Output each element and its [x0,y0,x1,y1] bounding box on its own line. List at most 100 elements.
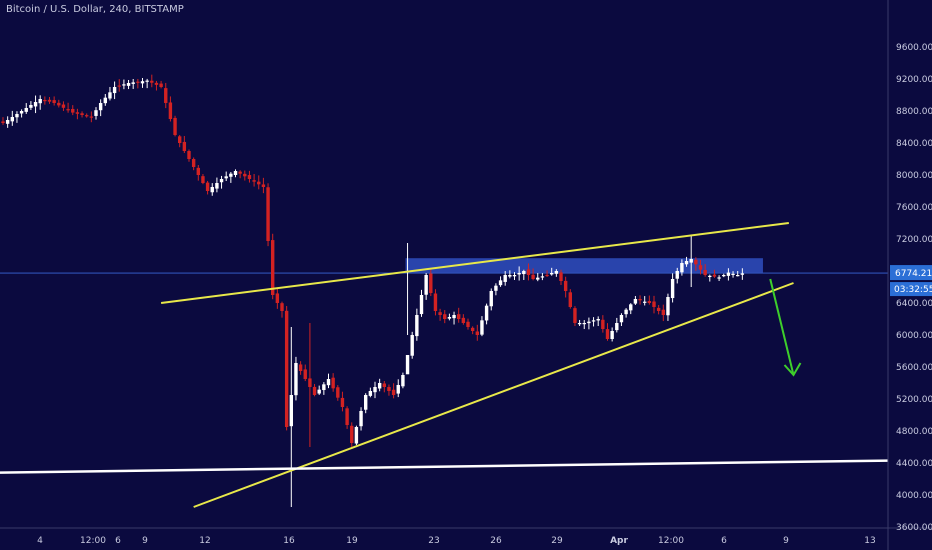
candle-body [629,304,633,311]
candle-body [675,271,679,279]
candle-body [624,309,628,315]
candle-body [494,285,498,291]
candle-body [382,383,386,387]
time-tick-label: 9 [142,536,148,546]
candle-body [140,81,145,84]
projection-arrow [769,278,795,376]
candle-body [19,111,24,114]
candle-body [108,92,112,99]
candle-body [498,280,503,286]
candle-body [368,391,373,396]
candle-body [159,83,163,87]
candle-body [122,84,126,86]
candle-body [619,315,624,323]
candle-body [350,425,354,443]
candle-body [201,176,205,183]
price-tick-label: 4400.00 [896,459,932,469]
candle-body [15,114,19,118]
candle-body [405,355,410,375]
candle-body [577,323,582,325]
candle-body [261,184,266,187]
candle-body [554,271,559,274]
candle-body [647,301,652,303]
candle-body [94,110,98,116]
candle-body [545,274,549,277]
candle-body [326,379,331,386]
time-tick-label: 6 [721,536,727,546]
candle-body [559,272,563,281]
candle-body [322,384,326,391]
candle-body [173,117,177,135]
candle-body [294,363,298,396]
candle-body [98,103,103,111]
candle-body [359,411,363,427]
candle-body [345,408,349,425]
candle-body [433,293,438,311]
candle-body [298,364,303,371]
time-tick-label: 4 [37,536,43,546]
candle-body [503,275,507,282]
candle-body [601,319,605,329]
resistance-zone [405,258,763,273]
candle-body [252,180,256,182]
candle-body [563,280,568,291]
candle-body [424,275,428,295]
candle-body [117,85,121,87]
candle-body [317,389,321,394]
candle-body [5,120,10,124]
candle-body [615,323,619,331]
current-price-label: 6774.21 [895,269,932,279]
candle-body [708,275,712,277]
candle-body [303,369,307,379]
candle-body [443,314,447,319]
candle-body [475,331,479,335]
candle-body [643,301,647,303]
candle-body [1,121,5,123]
candle-body [550,273,554,275]
candle-body [136,81,140,83]
countdown-label: 03:32:55 [894,285,932,295]
candle-body [215,183,219,189]
candle-body [587,321,591,324]
candle-body [415,315,419,337]
candle-body [661,309,665,315]
candle-body [470,327,475,331]
price-tick-label: 6400.00 [896,299,932,309]
time-tick-label: 9 [783,536,789,546]
candle-body [80,113,84,115]
candle-body [312,386,317,395]
candle-body [508,275,512,277]
candle-body [284,310,289,427]
candle-body [10,117,14,122]
candle-body [308,378,312,387]
candle-body [229,173,233,177]
candle-body [401,375,405,387]
candle-body [429,273,433,293]
candle-body [289,395,293,427]
candle-body [457,314,461,319]
candle-body [447,317,452,319]
candle-body [703,269,707,275]
time-tick-label: 23 [428,536,439,546]
candle-body [33,102,38,107]
candle-body [438,312,442,315]
time-tick-label: 26 [490,536,502,546]
candle-body [145,80,149,82]
candle-body [280,303,284,311]
candle-body [112,87,117,94]
time-tick-label: 16 [283,536,295,546]
candle-body [205,182,210,191]
price-tick-label: 6000.00 [896,331,932,341]
candle-body [247,175,252,179]
candle-body [591,320,596,322]
candle-body [219,179,224,183]
candle-body [670,279,675,299]
candle-body [489,291,493,307]
candle-body [47,99,52,102]
trendline-lower [193,282,794,508]
current-price-tag [890,265,932,281]
candle-body [387,387,391,391]
candle-body [633,299,638,304]
candle-body [522,271,526,275]
